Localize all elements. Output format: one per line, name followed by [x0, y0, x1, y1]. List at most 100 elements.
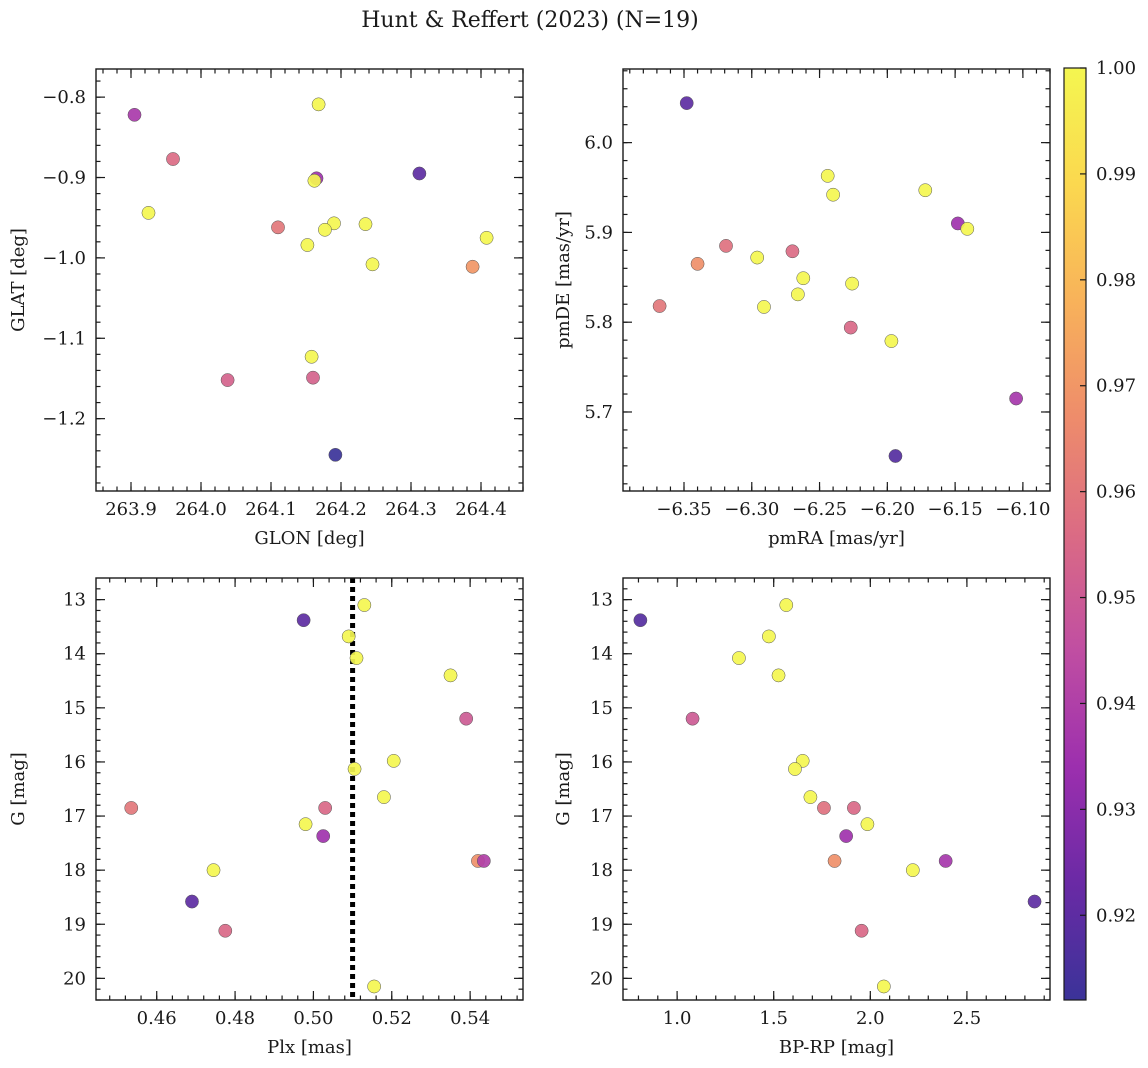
data-point [960, 221, 975, 236]
x-tick-label: 0.50 [293, 1008, 333, 1029]
y-tick-label: 20 [590, 968, 613, 989]
x-tick-label: −6.30 [724, 499, 779, 520]
data-point [298, 817, 313, 832]
axes-frame [622, 577, 1051, 1001]
y-tick-label: 14 [590, 644, 613, 665]
y-tick-label: 5.8 [584, 312, 613, 333]
data-point [685, 711, 700, 726]
y-tick-label: 18 [63, 860, 86, 881]
data-point [271, 220, 285, 235]
y-tick-label: 6.0 [584, 133, 613, 154]
y-tick-label: −1.0 [42, 248, 86, 269]
y-tick-label: 15 [590, 698, 613, 719]
data-point [757, 300, 771, 314]
y-tick-label: −1.1 [42, 328, 86, 349]
x-axis-label: BP-RP [mag] [779, 1037, 894, 1058]
x-tick-label: 1.0 [663, 1008, 692, 1029]
y-tick-label: 15 [63, 698, 86, 719]
data-point [347, 762, 362, 776]
data-point [847, 801, 861, 815]
x-tick-label: −6.25 [792, 499, 847, 520]
panel-bprp-g: 1.0 1.5 2.0 2.5 13 14 15 16 17 18 19 20 BP-RP [mag] G… [553, 577, 1051, 1058]
axes-frame [95, 68, 524, 492]
colorbar-tick-label: 0.99 [1096, 164, 1136, 185]
data-point [843, 320, 858, 335]
data-point [307, 173, 322, 188]
data-point [459, 711, 474, 726]
x-axis-label: GLON [deg] [254, 528, 364, 549]
x-tick-label: 264.1 [245, 499, 297, 520]
x-tick-label: 264.2 [315, 499, 367, 520]
y-tick-label: 19 [590, 914, 613, 935]
data-point [318, 222, 332, 237]
x-tick-label: 263.9 [105, 499, 157, 520]
data-point [719, 239, 733, 253]
data-point [377, 790, 391, 804]
y-tick-label: −0.8 [42, 87, 86, 108]
panel-glon-glat: 263.9 264.0 264.1 264.2 264.3 264.4 −0.8 −0.9 −1… [8, 68, 524, 549]
data-point [358, 217, 373, 231]
colorbar-tick-label: 0.92 [1096, 905, 1136, 926]
colorbar-tick-label: 0.98 [1096, 270, 1136, 291]
colorbar-tick-label: 0.96 [1096, 482, 1136, 503]
colorbar-tick-label: 0.95 [1096, 588, 1136, 609]
data-point [771, 668, 786, 683]
x-tick-label: 1.5 [759, 1008, 788, 1029]
data-point [827, 854, 842, 868]
x-tick-label: 264.0 [175, 499, 227, 520]
x-tick-label: −6.15 [928, 499, 983, 520]
y-tick-label: 16 [63, 752, 86, 773]
data-point [762, 629, 776, 644]
data-point [304, 349, 319, 364]
data-point [311, 97, 326, 112]
data-point [652, 299, 667, 313]
y-tick-label: 13 [590, 590, 613, 611]
y-tick-label: 17 [63, 806, 86, 827]
axes-frame [622, 68, 1051, 492]
x-tick-label: −6.10 [995, 499, 1050, 520]
figure-title: Hunt & Reffert (2023) (N=19) [361, 8, 699, 33]
data-point [357, 598, 372, 612]
panel-plx-g: 0.46 0.48 0.50 0.52 0.54 13 14 15 16 17 18 19 20 Plx … [8, 577, 524, 1058]
data-point [220, 373, 235, 387]
panel-pmra-pmde: −6.35 −6.30 −6.25 −6.20 −6.15 −6.10 5.7 5.8 5.9 6… [553, 68, 1051, 549]
y-tick-label: 19 [63, 914, 86, 935]
y-tick-label: 5.7 [584, 402, 613, 423]
data-point [860, 817, 875, 832]
data-point [306, 370, 320, 385]
data-point [839, 829, 854, 843]
data-point [443, 668, 458, 683]
data-point [788, 762, 802, 776]
data-point [124, 801, 139, 815]
data-point [341, 629, 356, 644]
x-tick-label: 0.54 [450, 1008, 490, 1029]
y-tick-label: 14 [63, 644, 86, 665]
data-point [300, 238, 315, 252]
data-point [820, 168, 835, 183]
y-tick-label: 5.9 [584, 222, 613, 243]
y-tick-label: −1.2 [42, 409, 86, 430]
colorbar-tick-label: 0.94 [1096, 693, 1136, 714]
y-axis-label: G [mag] [553, 752, 574, 825]
data-point [633, 613, 648, 628]
data-point [218, 923, 233, 938]
data-point [479, 230, 494, 245]
x-tick-label: −6.35 [656, 499, 711, 520]
data-point [750, 250, 765, 265]
x-tick-label: 0.52 [372, 1008, 412, 1029]
colorbar-tick-label: 0.93 [1096, 799, 1136, 820]
x-axis-label: Plx [mas] [267, 1037, 352, 1058]
data-point [127, 107, 142, 122]
data-point [854, 923, 869, 938]
data-point [918, 183, 933, 198]
data-point [888, 449, 903, 463]
data-point [1009, 391, 1023, 406]
data-point [938, 854, 953, 868]
data-point [905, 863, 920, 878]
colorbar-gradient [1063, 67, 1087, 1001]
data-point [884, 334, 899, 348]
data-point [876, 979, 891, 994]
data-point [141, 206, 156, 220]
colorbar-tick-label: 1.00 [1096, 58, 1136, 79]
y-axis-label: GLAT [deg] [8, 228, 29, 332]
